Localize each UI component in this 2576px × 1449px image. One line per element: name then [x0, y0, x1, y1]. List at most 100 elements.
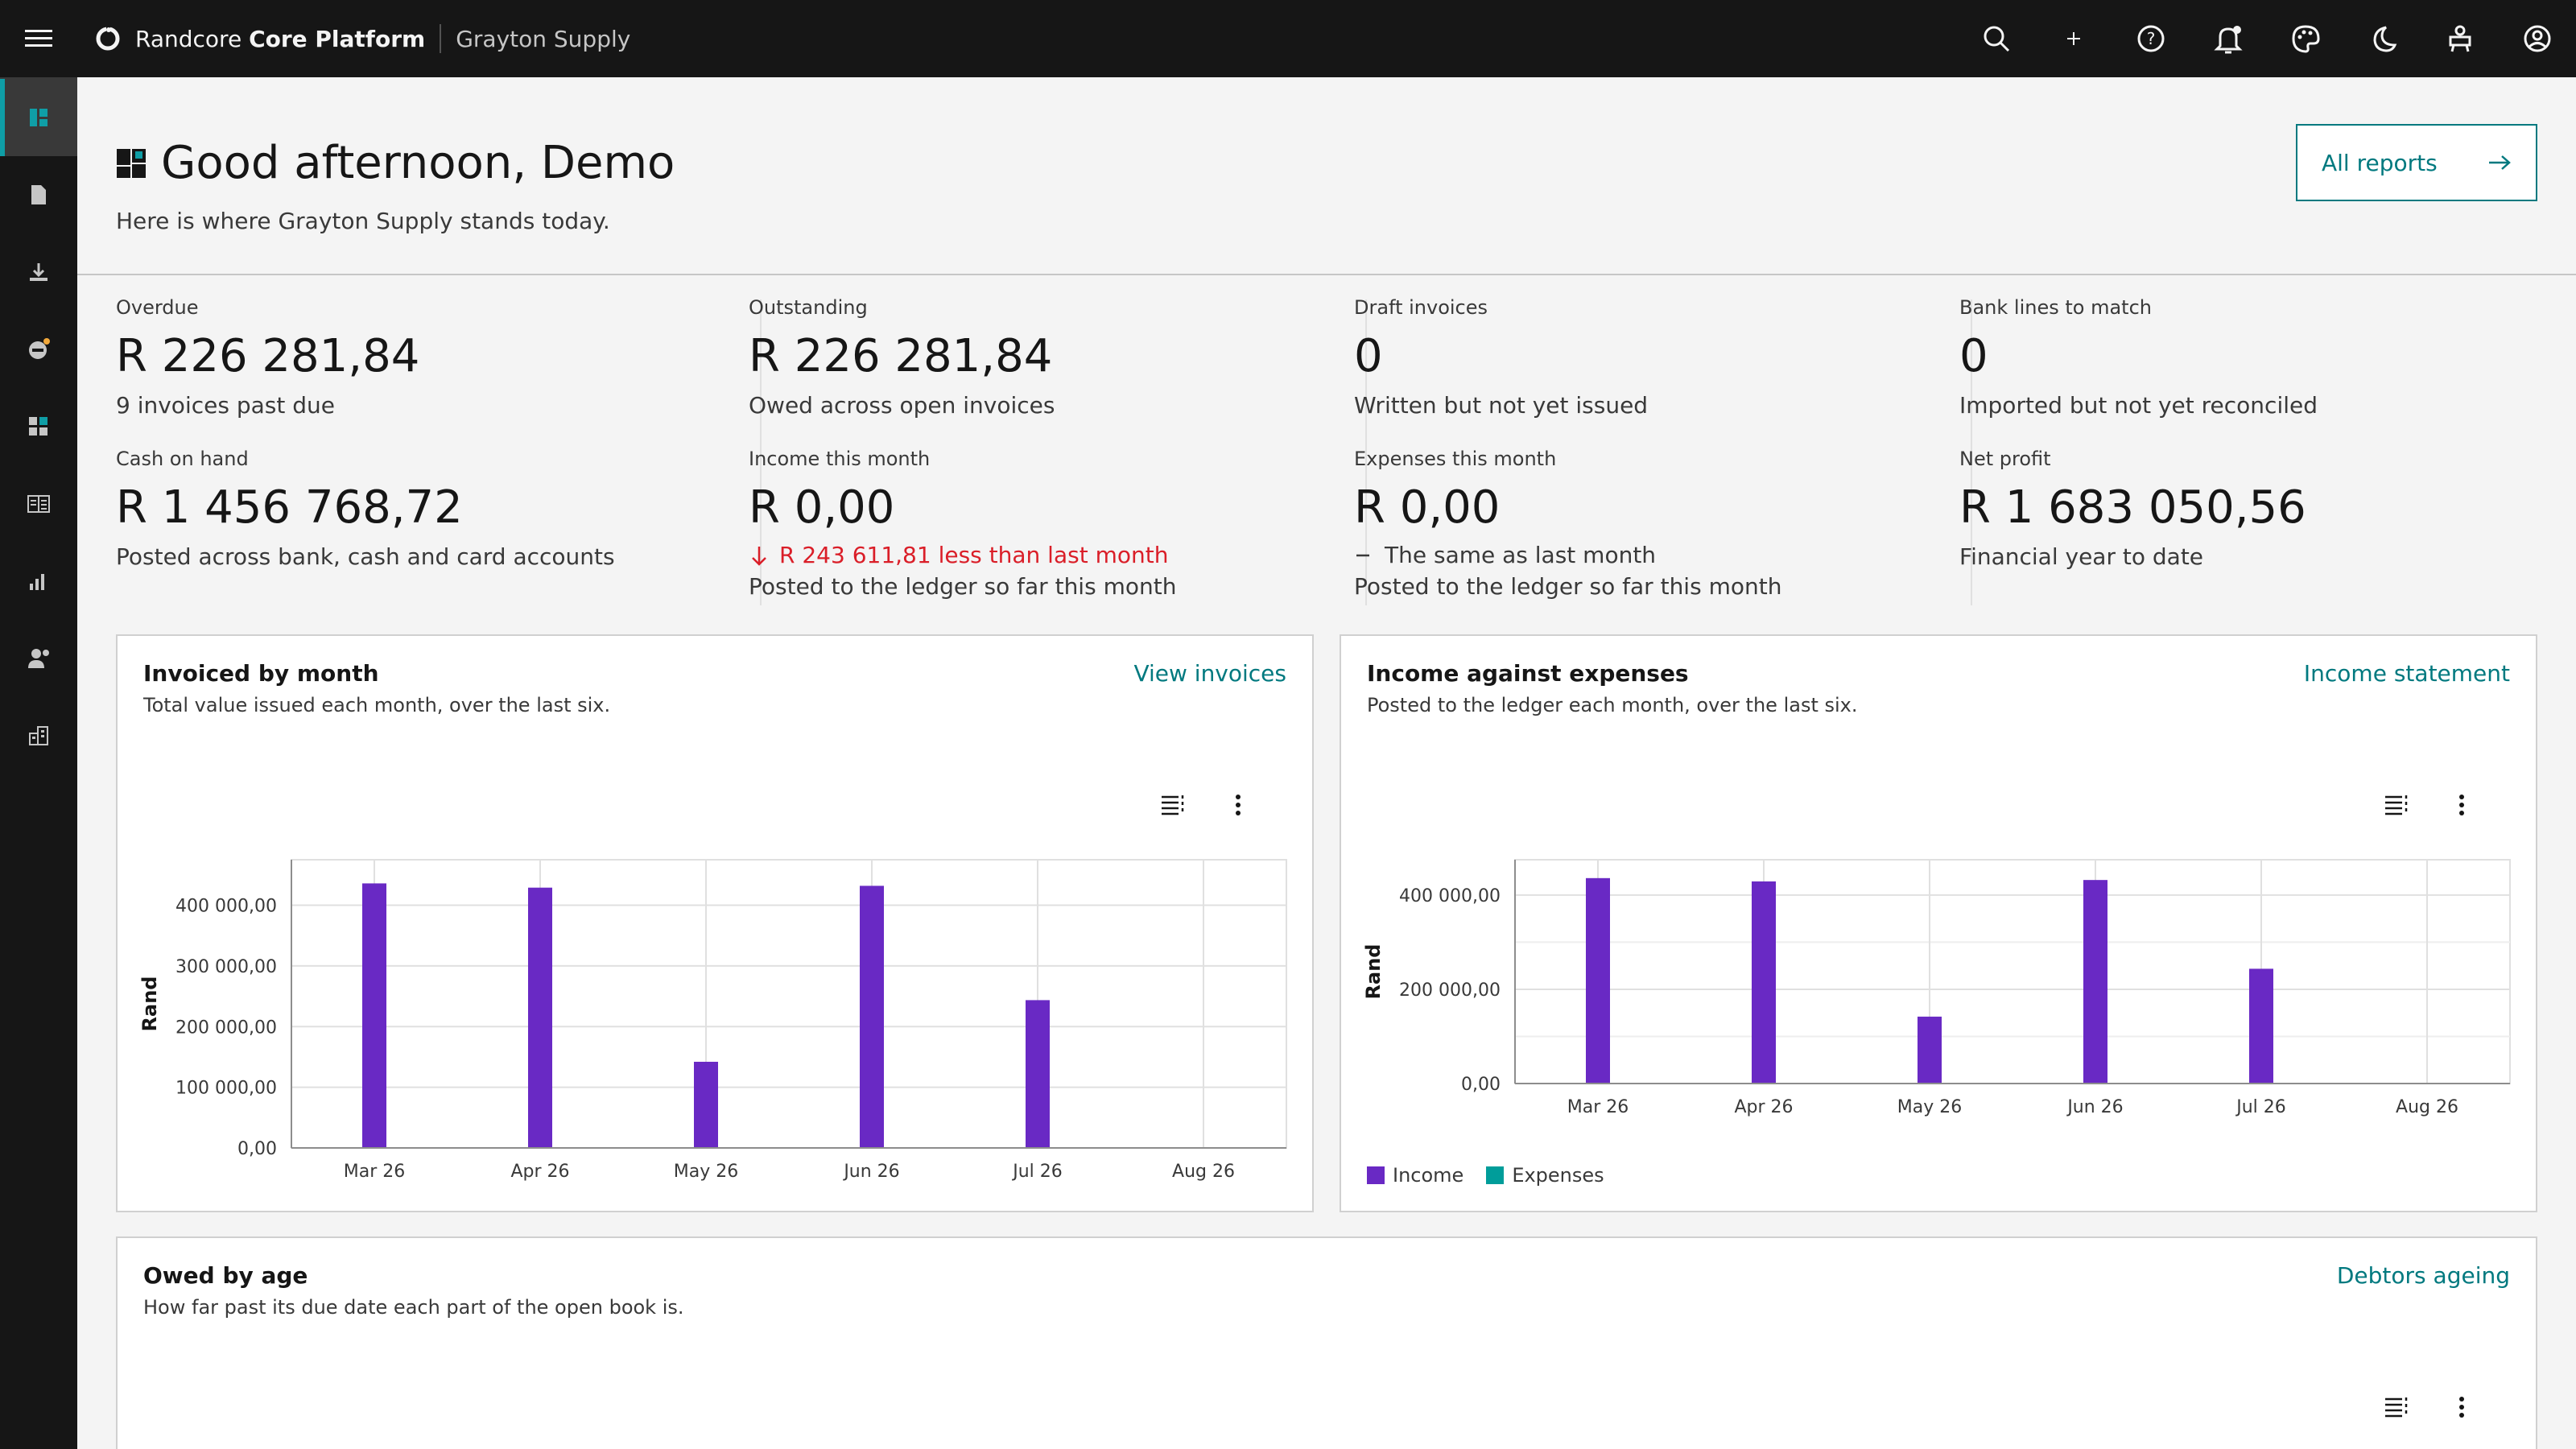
- nav-apps[interactable]: [0, 388, 77, 465]
- x-tick-label: Jun 26: [842, 1162, 899, 1182]
- help-icon[interactable]: ?: [2112, 0, 2190, 77]
- kpi-delta-text: R 243 611,81 less than last month: [779, 542, 1169, 568]
- brand-logo-icon: [96, 26, 120, 51]
- arrow-down-icon: [752, 546, 766, 566]
- bar: [1918, 1016, 1942, 1084]
- kpi-cash-on-hand[interactable]: Cash on hand R 1 456 768,72 Posted acros…: [116, 448, 696, 570]
- header-actions: ?: [1958, 0, 2576, 77]
- legend-item-income[interactable]: Income: [1367, 1164, 1463, 1187]
- palette-icon[interactable]: [2267, 0, 2344, 77]
- overflow-menu-icon[interactable]: [2429, 1388, 2494, 1426]
- kpi-label: Draft invoices: [1354, 296, 1488, 319]
- org-name[interactable]: Grayton Supply: [456, 25, 631, 52]
- x-tick-label: Mar 26: [344, 1162, 406, 1182]
- kpi-note: Posted to the ledger so far this month: [749, 573, 1177, 600]
- card-subtitle: Posted to the ledger each month, over th…: [1367, 694, 1858, 716]
- y-axis-title: Rand: [138, 976, 161, 1032]
- kpi-note: Financial year to date: [1959, 543, 2204, 570]
- income-statement-link[interactable]: Income statement: [2303, 660, 2510, 687]
- user-avatar-icon[interactable]: [2499, 0, 2576, 77]
- kpi-label: Income this month: [749, 448, 931, 470]
- brand-name: Randcore Core Platform: [135, 25, 426, 52]
- nav-reports[interactable]: [0, 543, 77, 620]
- bar: [1586, 877, 1610, 1084]
- dark-mode-icon[interactable]: [2344, 0, 2421, 77]
- income-expenses-bar-chart: 0,00 200 000,00 400 000,00 Mar 26 Apr 26 May …: [1362, 859, 2511, 1117]
- x-tick-label: Aug 26: [2396, 1097, 2458, 1117]
- apps-icon: [29, 417, 47, 436]
- kpi-divider: [760, 299, 762, 605]
- income-expenses-card: Income against expenses Posted to the le…: [1340, 634, 2537, 1212]
- kpi-value: R 1 683 050,56: [1959, 481, 2306, 534]
- x-tick-label: Apr 26: [1734, 1097, 1793, 1117]
- kpi-label: Bank lines to match: [1959, 296, 2152, 319]
- kpi-note: Posted across bank, cash and card accoun…: [116, 543, 615, 570]
- kpi-value: 0: [1354, 330, 1383, 382]
- y-tick-label: 0,00: [237, 1139, 277, 1159]
- kpi-note: Imported but not yet reconciled: [1959, 392, 2318, 419]
- owed-by-age-card: Owed by age How far past its due date ea…: [116, 1236, 2537, 1449]
- page-title: Good afternoon, Demo: [116, 137, 675, 189]
- table-view-icon[interactable]: [2365, 786, 2429, 824]
- kpi-note: Owed across open invoices: [749, 392, 1055, 419]
- kpi-net-profit[interactable]: Net profit R 1 683 050,56 Financial year…: [1959, 448, 2539, 570]
- switcher-icon[interactable]: [2421, 0, 2499, 77]
- download-icon: [30, 263, 47, 281]
- bar: [362, 883, 386, 1148]
- kpi-delta: The same as last month: [1354, 542, 1934, 568]
- invoiced-by-month-card: Invoiced by month Total value issued eac…: [116, 634, 1314, 1212]
- add-icon[interactable]: [2035, 0, 2112, 77]
- overflow-menu-icon[interactable]: [2429, 786, 2494, 824]
- kpi-label: Overdue: [116, 296, 199, 319]
- nav-dashboard[interactable]: [0, 79, 77, 156]
- all-reports-button[interactable]: All reports: [2296, 124, 2537, 201]
- x-tick-label: Jul 26: [2235, 1097, 2286, 1117]
- bar: [694, 1061, 718, 1148]
- bar: [860, 886, 884, 1148]
- table-view-icon[interactable]: [1141, 786, 1206, 824]
- kpi-value: R 226 281,84: [749, 330, 1053, 382]
- kpi-income-month[interactable]: Income this month R 0,00 R 243 611,81 le…: [749, 448, 1328, 600]
- x-tick-label: Jun 26: [2066, 1097, 2123, 1117]
- main-content: Good afternoon, Demo Here is where Grayt…: [77, 77, 2576, 1449]
- menu-icon[interactable]: [0, 0, 77, 77]
- bar: [528, 887, 552, 1148]
- user-admin-icon: [28, 649, 49, 668]
- page-subtitle: Here is where Grayton Supply stands toda…: [116, 208, 610, 234]
- search-icon[interactable]: [1958, 0, 2035, 77]
- nav-documents[interactable]: [0, 156, 77, 233]
- nav-contacts[interactable]: [0, 620, 77, 697]
- kpi-note: Posted to the ledger so far this month: [1354, 573, 1782, 600]
- legend-item-expenses[interactable]: Expenses: [1486, 1164, 1604, 1187]
- kpi-draft-invoices[interactable]: Draft invoices 0 Written but not yet iss…: [1354, 296, 1934, 419]
- view-invoices-link[interactable]: View invoices: [1133, 660, 1286, 687]
- card-title: Owed by age: [143, 1262, 308, 1289]
- card-subtitle: How far past its due date each part of t…: [143, 1296, 684, 1319]
- nav-import[interactable]: [0, 233, 77, 311]
- kpi-grid: Overdue R 226 281,84 9 invoices past due…: [116, 296, 2537, 691]
- overflow-menu-icon[interactable]: [1206, 786, 1270, 824]
- kpi-overdue[interactable]: Overdue R 226 281,84 9 invoices past due: [116, 296, 696, 419]
- page-hero: Good afternoon, Demo Here is where Grayt…: [77, 77, 2576, 275]
- kpi-value: R 226 281,84: [116, 330, 420, 382]
- nav-ledger[interactable]: [0, 465, 77, 543]
- invoiced-bar-chart: 0,00 100 000,00 200 000,00 300 000,00 400 00…: [138, 859, 1287, 1182]
- y-tick-label: 300 000,00: [175, 957, 277, 977]
- kpi-bank-lines[interactable]: Bank lines to match 0 Imported but not y…: [1959, 296, 2539, 419]
- dashboard-icon: [117, 148, 146, 178]
- greeting-heading: Good afternoon, Demo: [161, 137, 675, 189]
- brand[interactable]: Randcore Core Platform: [95, 26, 425, 52]
- y-tick-label: 0,00: [1461, 1075, 1501, 1095]
- notification-icon[interactable]: [2190, 0, 2267, 77]
- nav-organisation[interactable]: [0, 697, 77, 774]
- nav-banking[interactable]: [0, 311, 77, 388]
- chart-icon: [30, 574, 44, 590]
- table-view-icon[interactable]: [2365, 1388, 2429, 1426]
- kpi-outstanding[interactable]: Outstanding R 226 281,84 Owed across ope…: [749, 296, 1328, 419]
- debtors-ageing-link[interactable]: Debtors ageing: [2336, 1262, 2510, 1289]
- y-tick-label: 400 000,00: [175, 897, 277, 917]
- svg-text:?: ?: [2147, 29, 2156, 48]
- kpi-expenses-month[interactable]: Expenses this month R 0,00 The same as l…: [1354, 448, 1934, 600]
- legend-label: Expenses: [1512, 1164, 1604, 1187]
- table-icon: [27, 495, 50, 513]
